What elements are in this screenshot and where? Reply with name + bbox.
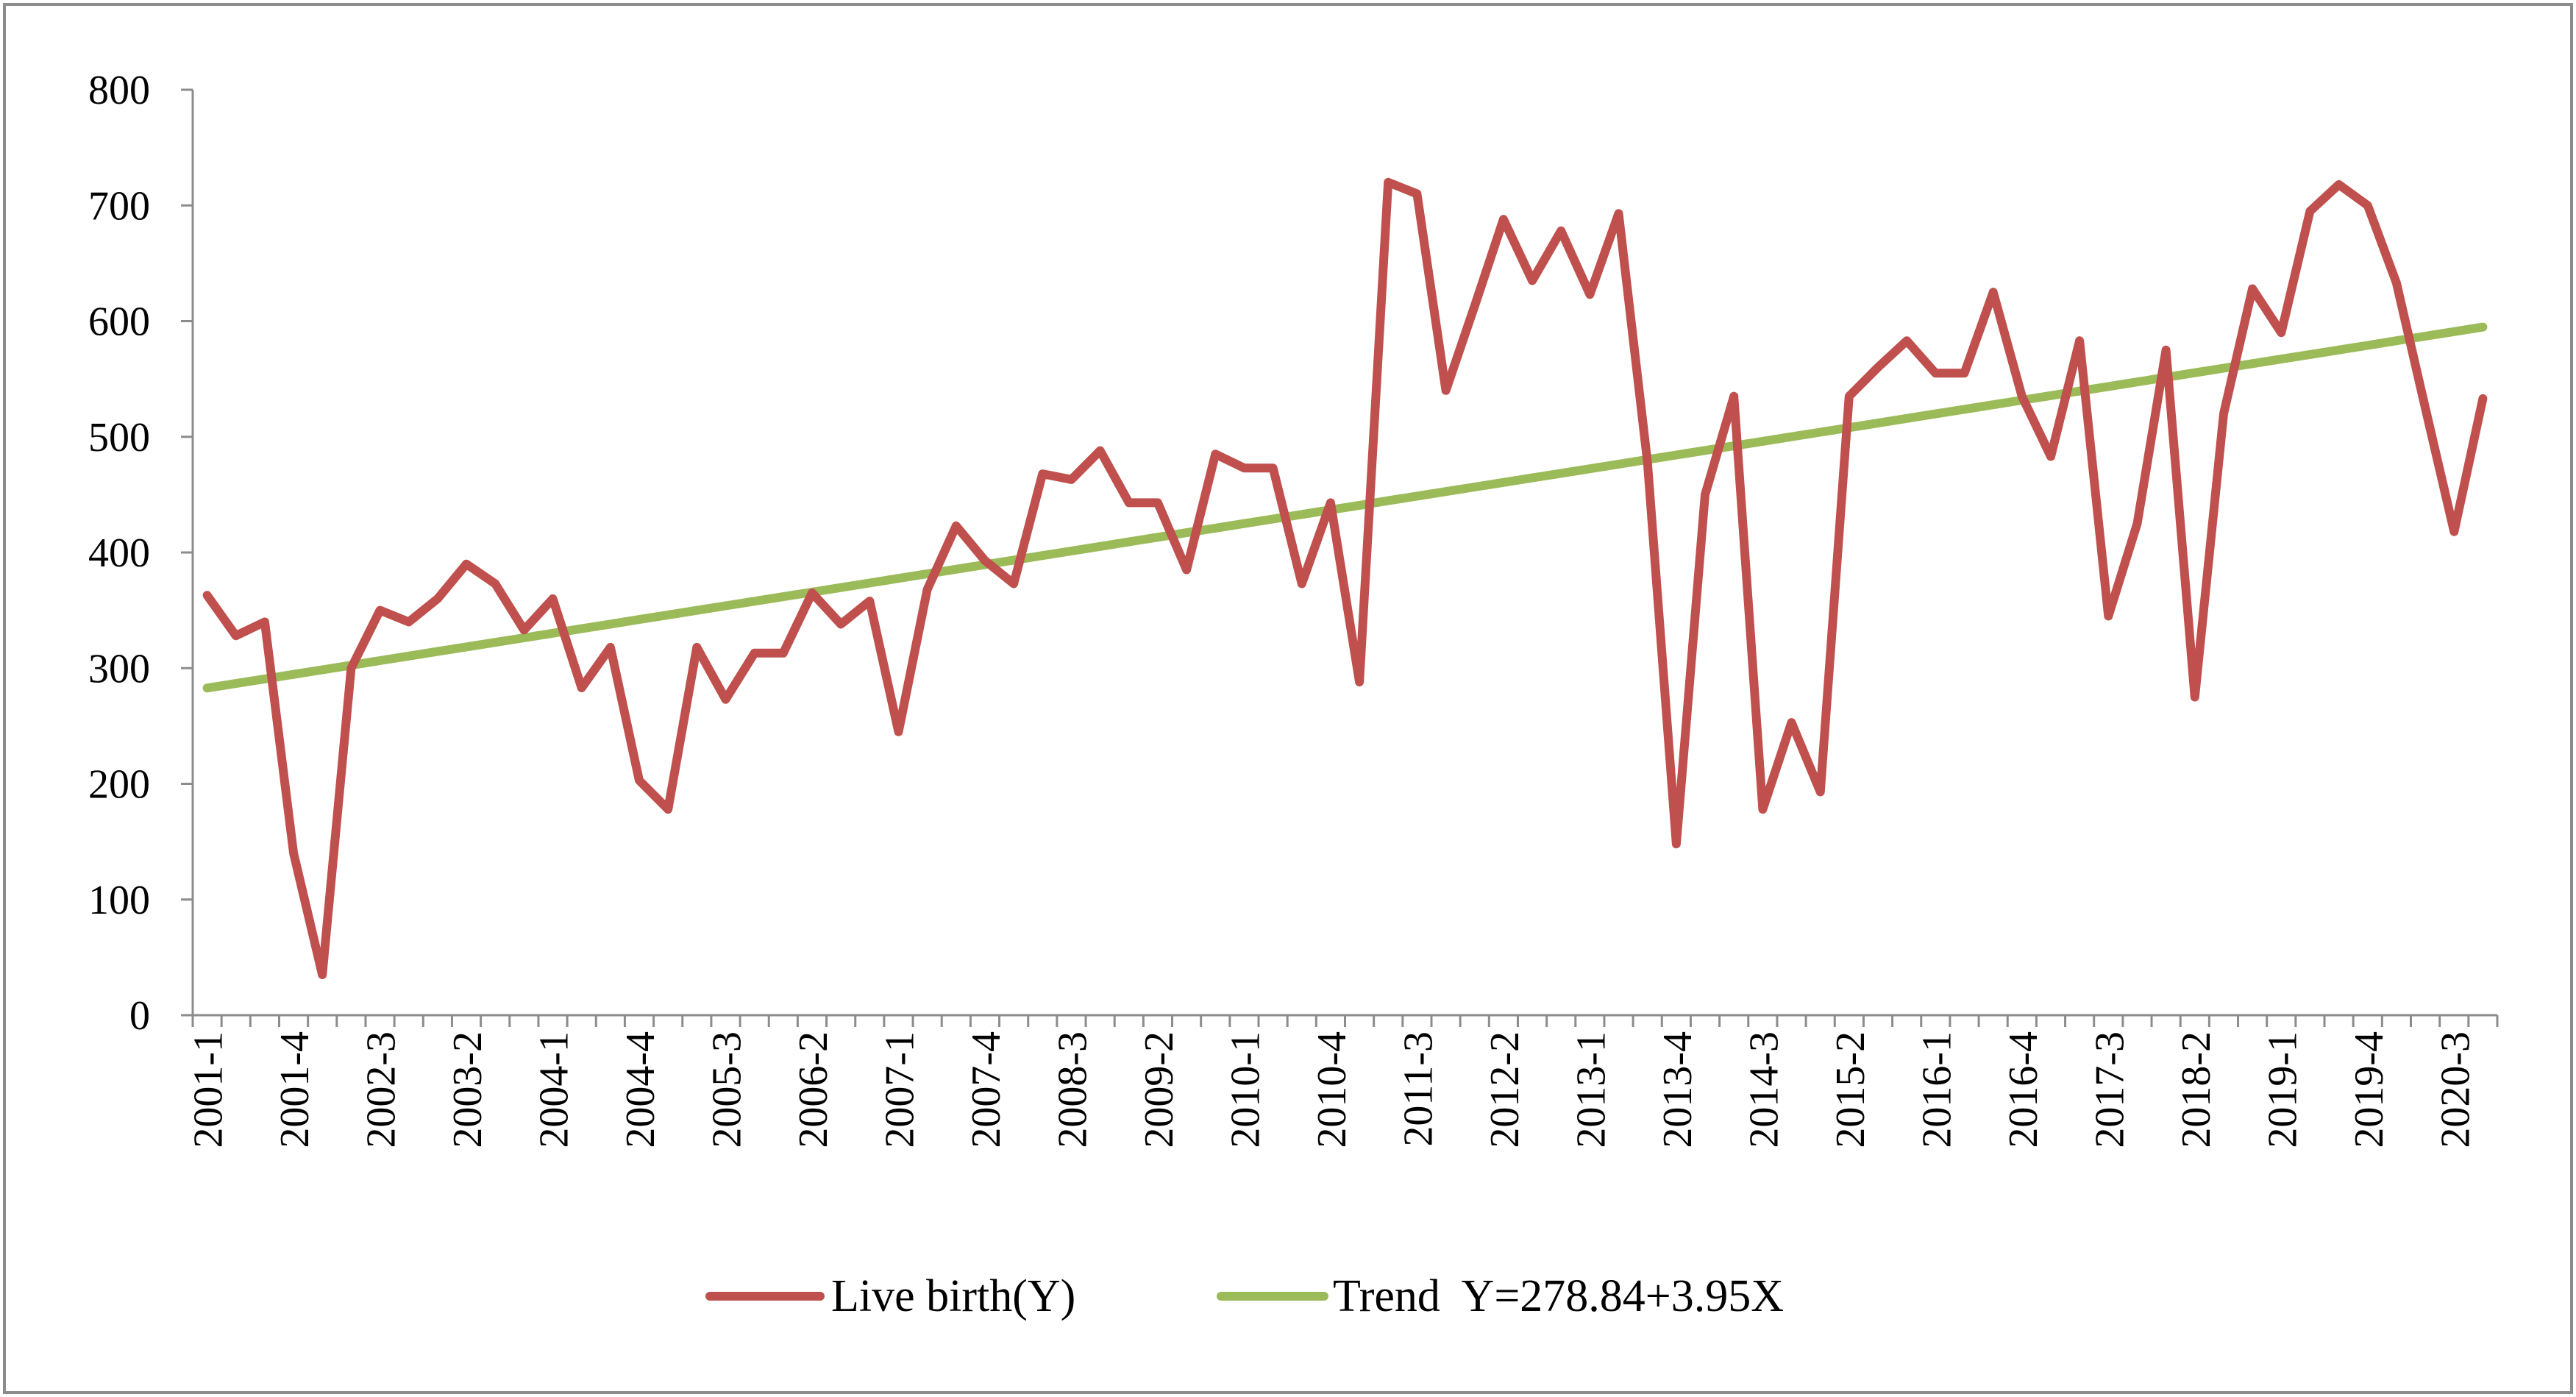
x-tick-label: 2007-1 <box>877 1031 922 1148</box>
y-tick-label: 600 <box>88 299 150 345</box>
x-tick-label: 2009-2 <box>1136 1031 1182 1148</box>
y-tick-label: 800 <box>88 68 150 113</box>
x-tick-label: 2016-1 <box>1914 1031 1960 1148</box>
y-tick-label: 100 <box>88 878 150 923</box>
x-tick-label: 2002-3 <box>359 1031 405 1148</box>
x-tick-label: 2017-3 <box>2087 1031 2132 1148</box>
x-tick-label: 2019-1 <box>2260 1031 2305 1148</box>
x-tick-label: 2001-1 <box>186 1031 232 1148</box>
x-tick-label: 2003-2 <box>445 1031 491 1148</box>
x-tick-label: 2013-4 <box>1655 1031 1701 1148</box>
x-tick-label: 2008-3 <box>1050 1031 1095 1148</box>
x-tick-label: 2010-4 <box>1309 1031 1355 1148</box>
y-tick-label: 200 <box>88 762 150 808</box>
legend-label-trend: Trend Y=278.84+3.95X <box>1333 1271 1784 1321</box>
y-axis: 0 100 200 300 400 500 600 700 800 <box>88 68 194 1039</box>
x-tick-label: 2016-4 <box>2001 1031 2046 1148</box>
y-tick-label: 500 <box>88 415 150 461</box>
series-live-birth-line <box>202 177 2488 979</box>
x-tick-label: 2004-1 <box>532 1031 577 1148</box>
x-tick-label: 2013-1 <box>1568 1031 1614 1148</box>
x-tick-label: 2020-3 <box>2433 1031 2478 1148</box>
x-tick-label: 2019-4 <box>2346 1031 2392 1148</box>
y-tick-label: 700 <box>88 183 150 229</box>
x-tick-label: 2001-4 <box>272 1031 318 1148</box>
plot-area <box>202 177 2488 979</box>
y-tick-label: 400 <box>88 530 150 576</box>
x-tick-label: 2018-2 <box>2174 1031 2219 1148</box>
x-axis: 2001-1 2001-4 2002-3 2003-2 2004-1 2004-4 2005… <box>186 1014 2499 1148</box>
y-tick-label: 0 <box>129 993 150 1039</box>
x-tick-label: 2012-2 <box>1482 1031 1528 1148</box>
x-tick-label: 2015-2 <box>1828 1031 1874 1148</box>
x-tick-label: 2011-3 <box>1395 1031 1441 1147</box>
legend: Live birth(Y) Trend Y=278.84+3.95X <box>705 1271 1784 1321</box>
y-tick-label: 300 <box>88 646 150 692</box>
legend-label-live-birth: Live birth(Y) <box>831 1271 1075 1321</box>
chart-border <box>3 3 2573 1394</box>
x-tick-label: 2005-3 <box>705 1031 750 1148</box>
series-trend-line <box>202 322 2488 693</box>
x-tick-label: 2007-4 <box>964 1031 1009 1148</box>
x-tick-label: 2010-1 <box>1223 1031 1268 1148</box>
x-tick-label: 2006-2 <box>791 1031 836 1148</box>
x-tick-label: 2014-3 <box>1741 1031 1787 1148</box>
x-tick-label: 2004-4 <box>618 1031 663 1148</box>
